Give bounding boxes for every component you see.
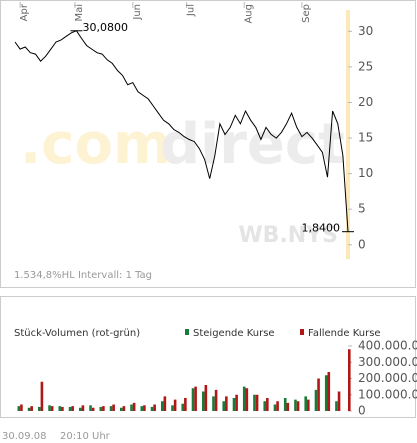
volume-bar — [102, 406, 105, 411]
volume-bar — [27, 407, 31, 411]
legend-swatch — [185, 329, 189, 335]
volume-panel — [0, 296, 416, 418]
volume-bar — [286, 402, 290, 411]
volume-bar — [38, 406, 41, 411]
legend-swatch — [300, 329, 304, 335]
volume-bar — [50, 406, 54, 411]
footer-time: 20:10 Uhr — [60, 431, 111, 442]
y-tick-label: 100.000.000 — [358, 387, 417, 401]
volume-bar — [132, 402, 136, 411]
volume-bar — [171, 405, 174, 411]
volume-bar — [253, 394, 256, 411]
volume-bar — [89, 405, 92, 411]
volume-bar — [81, 405, 85, 411]
y-tick-label: 5 — [358, 202, 366, 216]
volume-bar — [112, 404, 115, 411]
x-tick-label: Sep — [301, 4, 312, 23]
volume-bar — [266, 398, 269, 411]
volume-bar — [91, 407, 95, 411]
volume-bar — [17, 406, 21, 411]
volume-bar — [153, 404, 156, 411]
volume-bar — [235, 394, 238, 411]
volume-bar — [61, 406, 64, 411]
volume-bar — [214, 389, 218, 411]
volume-bar — [263, 401, 267, 411]
volume-bar — [337, 391, 341, 411]
volume-bar — [163, 396, 167, 411]
volume-bar — [276, 401, 279, 411]
volume-bar — [58, 406, 62, 411]
volume-bar — [191, 388, 195, 411]
volume-bar — [150, 406, 154, 411]
volume-bar — [40, 381, 44, 411]
volume-bar — [283, 398, 287, 411]
volume-title: Stück-Volumen (rot-grün) — [14, 328, 140, 339]
volume-bar — [232, 398, 236, 411]
y-tick-label: 15 — [358, 131, 373, 145]
volume-bar — [99, 406, 103, 411]
volume-bar — [204, 385, 208, 411]
volume-bar — [71, 406, 74, 411]
x-tick-label: Apr — [19, 3, 30, 21]
y-tick-label: 0 — [358, 404, 366, 418]
volume-bar — [242, 386, 246, 411]
y-tick-label: 20 — [358, 95, 373, 109]
annotation-label: 1,8400 — [302, 222, 341, 235]
x-tick-label: Jul — [186, 4, 197, 17]
volume-bar — [273, 404, 277, 411]
y-tick-label: 200.000.000 — [358, 371, 417, 385]
volume-bar — [245, 388, 249, 411]
volume-bar — [68, 406, 72, 411]
volume-bar — [30, 406, 33, 411]
footer-date: 30.09.08 — [2, 431, 47, 442]
volume-bar — [140, 406, 144, 411]
volume-bar — [225, 396, 228, 411]
y-tick-label: 0 — [358, 237, 366, 251]
legend-label: Fallende Kurse — [308, 328, 381, 339]
volume-bar — [173, 399, 177, 411]
info: 1.534,8%HL Intervall: 1 Tag — [14, 270, 152, 281]
y-tick-label: 30 — [358, 24, 373, 38]
y-tick-label: 10 — [358, 166, 373, 180]
legend-label: Steigende Kurse — [193, 328, 275, 339]
volume-bar — [212, 396, 215, 411]
volume-bar — [314, 389, 318, 411]
volume-bar — [122, 406, 126, 411]
volume-bar — [160, 401, 164, 411]
volume-bar — [48, 405, 51, 411]
volume-bar — [296, 401, 300, 411]
y-tick-label: 400.000.000 — [358, 339, 417, 353]
volume-bar — [294, 399, 297, 411]
volume-bar — [194, 386, 197, 411]
y-tick-label: 25 — [358, 59, 373, 73]
volume-bar — [181, 403, 185, 411]
volume-bar — [335, 401, 338, 411]
annotation-label: 30,0800 — [82, 21, 128, 34]
x-tick-label: Aug — [243, 4, 254, 24]
volume-bar — [307, 399, 310, 411]
volume-bar — [119, 407, 123, 411]
volume-bar — [324, 375, 328, 411]
x-tick-label: Jun — [132, 4, 143, 21]
volume-bar — [304, 396, 308, 411]
symbol: WB.NYS — [238, 223, 338, 248]
volume-bar — [79, 407, 82, 411]
price-line — [14, 30, 349, 232]
volume-bar — [327, 372, 331, 411]
y-tick-label: 300.000.000 — [358, 355, 417, 369]
volume-bar — [348, 349, 351, 411]
watermark-com: .com — [20, 112, 171, 177]
volume-bar — [184, 398, 187, 411]
volume-bar — [255, 394, 259, 411]
x-tick-label: Mai — [74, 4, 85, 22]
volume-bar — [317, 378, 320, 411]
volume-bar — [201, 391, 205, 411]
volume-bar — [222, 401, 226, 411]
volume-bar — [130, 404, 133, 411]
volume-bar — [143, 405, 146, 411]
volume-bar — [109, 406, 113, 411]
volume-bar — [20, 404, 23, 411]
current-day-line — [346, 10, 350, 259]
